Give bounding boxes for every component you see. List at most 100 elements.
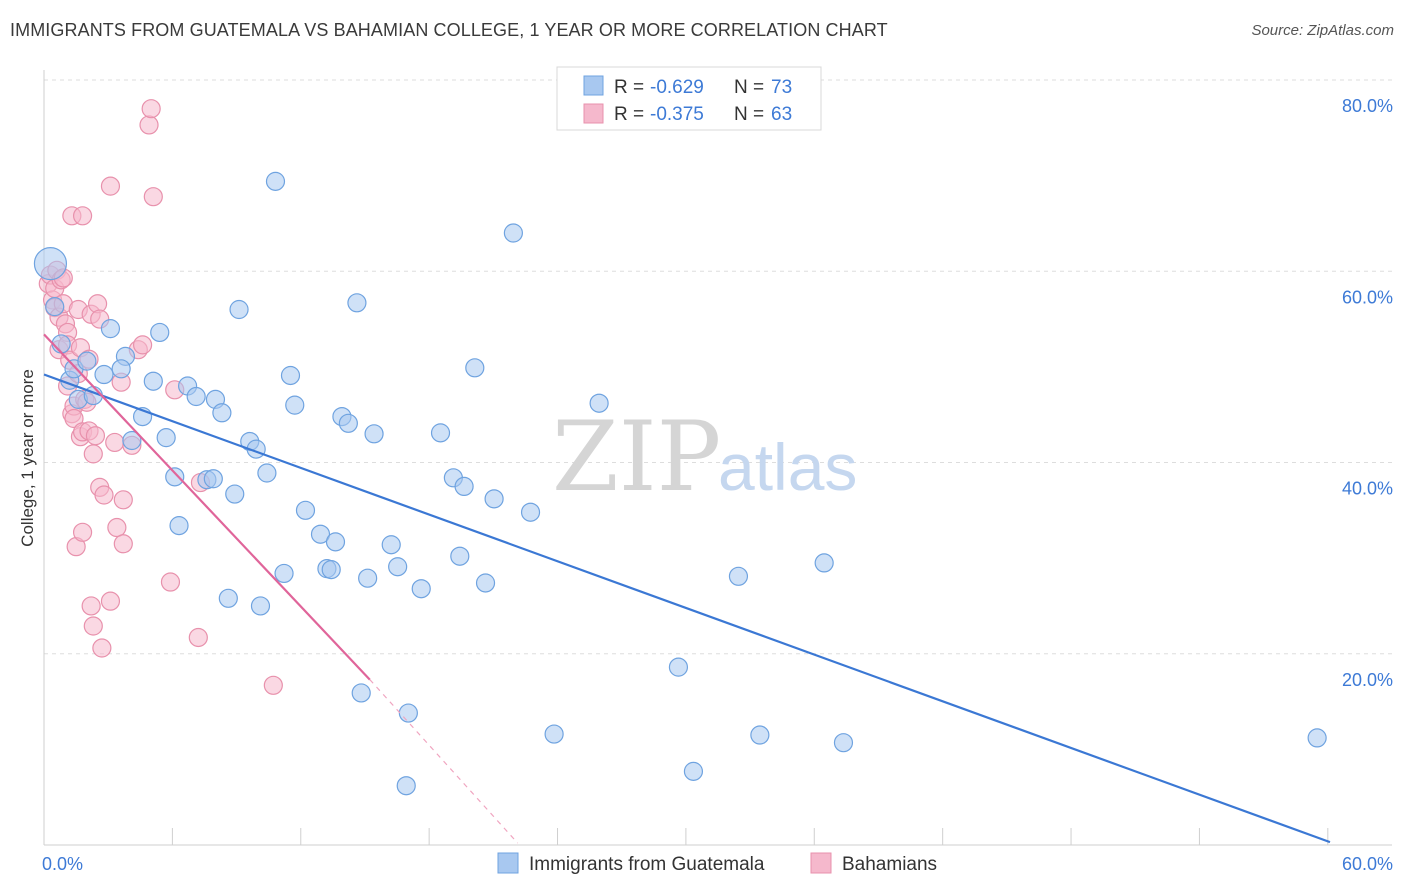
bahamian-point (81, 596, 101, 616)
guatemala-point (683, 761, 704, 781)
bahamian-point (64, 408, 84, 429)
bahamian-point (94, 485, 114, 505)
guatemala-point (77, 351, 97, 371)
guatemala-point (814, 553, 834, 573)
guatemala-point (833, 733, 854, 753)
guatemala-point (285, 395, 305, 415)
bottom-legend-label-guatemala: Immigrants from Guatemala (529, 854, 765, 875)
guatemala-point (728, 566, 749, 586)
guatemala-point (51, 334, 71, 354)
bottom-legend-swatch-bahamians (810, 852, 832, 874)
gridlines (44, 79, 1392, 655)
legend-n-label-2: N = (734, 104, 764, 125)
guatemala-point (225, 484, 245, 504)
guatemala-point (668, 657, 689, 677)
guatemala-point (325, 532, 346, 552)
guatemala-point (338, 413, 358, 433)
guatemala-point (398, 703, 418, 723)
bahamian-point (72, 522, 93, 542)
guatemala-point (388, 557, 408, 577)
source-label: Source: ZipAtlas.com (1251, 22, 1394, 39)
bahamian-point (263, 675, 283, 695)
guatemala-point (544, 724, 564, 744)
legend-r-value-2: -0.375 (650, 104, 704, 125)
bahamian-point (100, 591, 121, 611)
guatemala-point (186, 386, 206, 407)
guatemala-point (430, 423, 451, 443)
legend-n-value-1: 73 (771, 77, 792, 98)
guatemala-point (111, 359, 131, 379)
guatemala-point (212, 403, 232, 423)
y-tick-label: 40.0% (1342, 479, 1393, 499)
bahamian-trend-line (43, 333, 371, 681)
bahamian-point (83, 616, 103, 636)
guatemala-point (250, 596, 271, 616)
guatemala-point (156, 428, 176, 448)
guatemala-point (165, 467, 185, 487)
guatemala-point (150, 322, 170, 343)
chart-title: IMMIGRANTS FROM GUATEMALA VS BAHAMIAN CO… (10, 20, 888, 40)
series-guatemala-points (33, 171, 1327, 796)
x-tick-marks (43, 828, 1329, 845)
guatemala-point (122, 430, 142, 451)
guatemala-point (396, 776, 416, 796)
guatemala-point (45, 297, 65, 317)
y-tick-labels: 20.0% 40.0% 60.0% 80.0% (1342, 96, 1393, 690)
watermark-zip: ZIP (552, 401, 721, 513)
guatemala-point (295, 500, 316, 520)
legend-r-value-1: -0.629 (650, 77, 704, 98)
bottom-legend-label-bahamians: Bahamians (842, 854, 937, 875)
guatemala-point (358, 568, 378, 588)
bahamian-point (132, 335, 153, 355)
guatemala-point (750, 725, 770, 745)
bahamian-point (188, 627, 208, 648)
guatemala-point (1307, 728, 1327, 748)
legend: R = -0.629 N = 73 R = -0.375 N = 63 (556, 66, 822, 131)
guatemala-point (351, 683, 371, 703)
bahamian-point (85, 426, 106, 446)
guatemala-point (411, 579, 431, 599)
guatemala-point (475, 573, 496, 593)
guatemala-point (321, 559, 341, 580)
guatemala-point (589, 393, 609, 413)
guatemala-point (280, 365, 301, 386)
bottom-legend: Immigrants from Guatemala Bahamians (497, 852, 937, 875)
guatemala-point (143, 371, 163, 391)
y-axis-label: College, 1 year or more (18, 369, 37, 547)
bahamian-point (92, 638, 112, 658)
bahamian-point (160, 572, 181, 592)
bahamian-point (100, 176, 121, 196)
guatemala-point (454, 476, 474, 497)
guatemala-point (465, 358, 485, 378)
bahamian-point (113, 490, 133, 510)
guatemala-point (347, 293, 367, 313)
guatemala-point (33, 247, 68, 281)
bottom-legend-swatch-guatemala (497, 852, 519, 874)
legend-n-value-2: 63 (771, 104, 792, 125)
trend-lines (43, 333, 1331, 844)
guatemala-point (169, 516, 189, 536)
guatemala-point (520, 502, 541, 522)
y-tick-label: 20.0% (1342, 670, 1393, 690)
bahamian-point (141, 99, 161, 119)
guatemala-point (381, 535, 401, 555)
y-tick-label: 60.0% (1342, 287, 1393, 307)
guatemala-point (94, 364, 114, 385)
watermark-atlas: atlas (718, 430, 857, 504)
x-tick-label-min: 0.0% (42, 854, 83, 874)
legend-r-label-2: R = (614, 104, 644, 125)
guatemala-point (100, 319, 121, 339)
legend-swatch-guatemala (583, 75, 604, 96)
guatemala-point (310, 524, 331, 544)
y-tick-label: 80.0% (1342, 96, 1393, 116)
bahamian-point (107, 517, 127, 538)
bahamian-point (139, 115, 159, 135)
guatemala-point (218, 588, 238, 608)
guatemala-point (503, 223, 523, 243)
bahamian-point (113, 534, 133, 554)
legend-n-label-1: N = (734, 77, 764, 98)
guatemala-point (229, 299, 249, 320)
legend-r-label-1: R = (614, 77, 644, 98)
bahamian-point (105, 432, 125, 453)
